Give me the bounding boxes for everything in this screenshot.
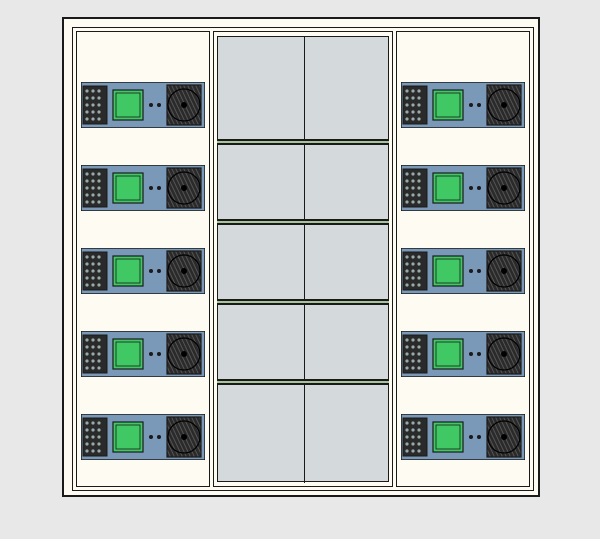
cabinet-frame (62, 17, 540, 497)
center-panel-vsplit (304, 145, 305, 221)
device-module-left-0 (81, 82, 205, 128)
device-module-left-3 (81, 331, 205, 377)
center-panel-vsplit (304, 385, 305, 483)
center-panel-hsplit (217, 300, 389, 304)
center-panel-vsplit (304, 225, 305, 301)
device-module-right-0 (401, 82, 525, 128)
center-panel-row-4 (217, 384, 389, 482)
device-module-right-1 (401, 165, 525, 211)
center-panel-vsplit (304, 37, 305, 141)
device-module-right-4 (401, 414, 525, 460)
center-panel-vsplit (304, 305, 305, 381)
device-module-right-3 (401, 331, 525, 377)
device-module-left-4 (81, 414, 205, 460)
center-panel-row-1 (217, 144, 389, 220)
center-panel-hsplit (217, 380, 389, 384)
center-panel-hsplit (217, 220, 389, 224)
device-module-right-2 (401, 248, 525, 294)
device-module-left-1 (81, 165, 205, 211)
center-panel-row-2 (217, 224, 389, 300)
center-panel-row-3 (217, 304, 389, 380)
center-panel-row-0 (217, 36, 389, 140)
center-panel-hsplit (217, 140, 389, 144)
device-module-left-2 (81, 248, 205, 294)
